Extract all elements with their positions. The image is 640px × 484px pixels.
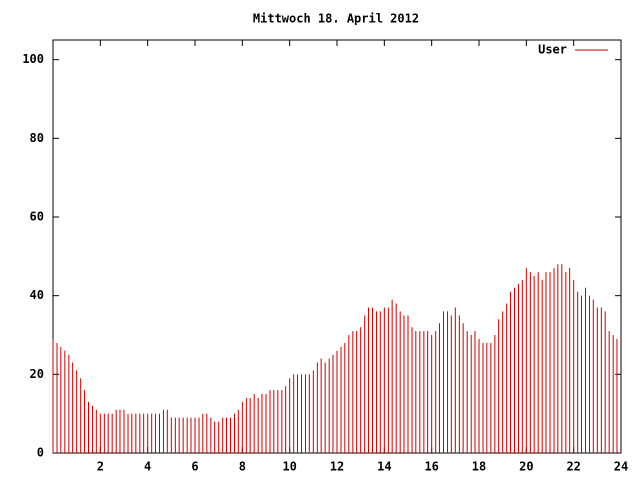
y-tick-label: 100	[22, 52, 44, 66]
x-tick-label: 20	[519, 460, 533, 474]
x-tick-label: 4	[144, 460, 151, 474]
x-tick-label: 16	[424, 460, 438, 474]
x-tick-label: 2	[97, 460, 104, 474]
y-tick-label: 80	[30, 131, 44, 145]
x-tick-label: 24	[614, 460, 628, 474]
x-tick-label: 18	[472, 460, 486, 474]
x-tick-label: 6	[191, 460, 198, 474]
legend-label: User	[538, 43, 567, 57]
x-tick-label: 8	[239, 460, 246, 474]
y-tick-label: 20	[30, 367, 44, 381]
x-tick-label: 10	[282, 460, 296, 474]
x-tick-label: 22	[566, 460, 580, 474]
chart-title: Mittwoch 18. April 2012	[253, 12, 419, 26]
y-tick-label: 0	[37, 446, 44, 460]
y-tick-label: 60	[30, 210, 44, 224]
x-tick-label: 14	[377, 460, 391, 474]
y-tick-label: 40	[30, 288, 44, 302]
x-tick-label: 12	[330, 460, 344, 474]
